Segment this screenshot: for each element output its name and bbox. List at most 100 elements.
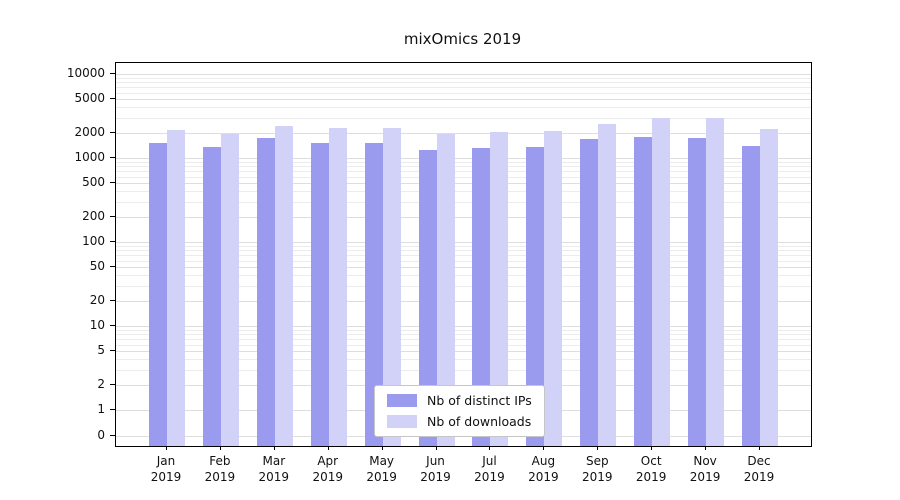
x-tick-label: Apr 2019 [312,454,343,485]
gridline [116,285,811,287]
gridline [116,77,811,79]
gridline [116,216,811,218]
x-tick-mark [166,446,167,450]
bar-downloads [220,133,239,446]
y-tick-mark [110,98,115,100]
bar-downloads [382,128,401,446]
bar-distinct-ips [256,137,275,446]
bar-distinct-ips [634,136,653,446]
y-tick-mark [110,131,115,133]
y-tick-label: 5 [97,343,105,358]
y-tick-label: 20 [89,292,105,307]
gridline [116,166,811,168]
gridline [116,267,811,269]
gridline [116,329,811,331]
gridline [116,250,811,252]
gridline [116,99,811,101]
gridline [116,275,811,277]
gridline [116,117,811,119]
gridline [116,245,811,247]
gridline [116,300,811,302]
bar-downloads [760,129,778,446]
legend: Nb of distinct IPs Nb of downloads [374,385,545,437]
gridline [116,176,811,178]
y-tick-mark [110,182,115,184]
x-tick-label: Jul 2019 [474,454,505,485]
x-tick-label: Jun 2019 [420,454,451,485]
bar-distinct-ips [472,148,491,446]
gridline [116,161,811,163]
gridline [116,242,811,243]
bar-distinct-ips [202,147,221,446]
bar-downloads [544,130,563,446]
y-tick-mark [110,383,115,385]
chart-title: mixOmics 2019 [403,30,522,48]
gridline [116,339,811,340]
x-tick-mark [327,446,329,450]
y-tick-label: 1 [97,402,105,416]
gridline [116,369,811,371]
y-tick-label: 200 [82,208,105,223]
x-tick-label: Mar 2019 [258,454,290,485]
bar-downloads [652,117,671,446]
bar-distinct-ips [149,143,167,446]
y-tick-mark [110,266,115,268]
legend-item-downloads: Nb of downloads [387,414,532,429]
gridline [116,132,811,134]
legend-swatch-ips [387,394,417,407]
gridline [116,359,811,361]
x-tick-mark [651,446,653,450]
bar-distinct-ips [688,137,707,446]
y-tick-mark [110,435,115,436]
y-tick-label: 100 [82,234,105,248]
legend-label-ips: Nb of distinct IPs [427,393,532,408]
gridline [116,334,811,336]
y-tick-label: 50 [89,259,105,274]
gridline [116,171,811,172]
x-tick-label: Jan 2019 [150,454,182,485]
bar-downloads [167,130,185,446]
bar-downloads [490,131,509,446]
gridline [116,326,811,327]
x-tick-mark [489,446,491,450]
x-tick-mark [705,446,707,450]
bar-downloads [274,126,293,446]
bar-downloads [598,123,617,446]
y-tick-label: 10000 [66,66,105,80]
y-tick-label: 500 [82,175,105,190]
bar-distinct-ips [742,145,760,446]
y-tick-mark [110,241,115,242]
gridline [116,183,811,185]
x-tick-label: Nov 2019 [689,454,721,485]
y-tick-label: 2000 [74,124,105,139]
y-tick-label: 5000 [74,91,105,106]
gridline [116,201,811,203]
y-tick-mark [110,350,115,352]
gridline [116,82,811,84]
bar-distinct-ips [526,147,545,446]
gridline [116,191,811,193]
y-tick-mark [110,157,115,158]
y-tick-label: 2 [97,376,105,391]
y-tick-label: 10 [89,318,105,332]
x-tick-label: Feb 2019 [204,454,236,485]
y-tick-mark [110,215,115,217]
y-tick-label: 0 [97,428,105,442]
legend-label-downloads: Nb of downloads [427,414,532,429]
gridline [116,351,811,353]
gridline [116,344,811,346]
y-tick-mark [110,299,115,301]
x-tick-label: Dec 2019 [743,454,775,485]
bar-distinct-ips [364,143,383,446]
gridline [116,74,811,75]
legend-item-distinct-ips: Nb of distinct IPs [387,393,532,408]
bar-distinct-ips [310,143,329,446]
gridline [116,87,811,88]
y-tick-label: 1000 [74,150,105,164]
x-tick-mark [597,446,599,450]
x-tick-label: Sep 2019 [581,454,613,485]
x-tick-label: Aug 2019 [528,454,559,485]
bar-downloads [436,133,455,446]
x-tick-mark [435,446,437,450]
